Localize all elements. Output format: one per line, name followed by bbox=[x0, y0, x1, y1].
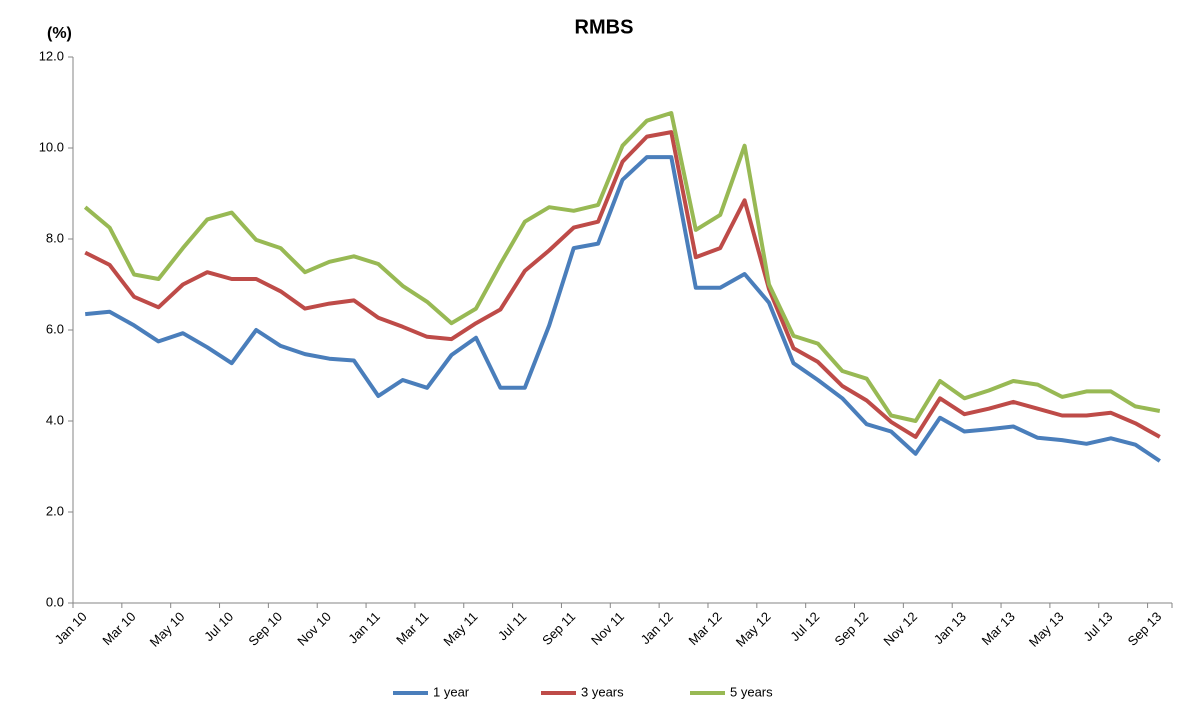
series-line bbox=[85, 155, 1161, 463]
x-tick-label: Sep 11 bbox=[539, 609, 578, 648]
x-tick-label: Jul 12 bbox=[787, 609, 822, 644]
x-tick-label: Jul 11 bbox=[495, 609, 529, 643]
x-tick-label: Nov 11 bbox=[588, 609, 627, 648]
x-tick-label: Nov 12 bbox=[880, 609, 920, 649]
x-tick-label: Sep 12 bbox=[832, 609, 872, 649]
y-axis-label: (%) bbox=[47, 25, 72, 42]
y-tick-label: 8.0 bbox=[46, 230, 64, 245]
legend-label: 5 years bbox=[730, 684, 773, 699]
series-line bbox=[84, 130, 1161, 439]
chart-title: RMBS bbox=[575, 16, 634, 38]
x-tick-label: May 10 bbox=[147, 609, 188, 650]
x-tick-label: Mar 12 bbox=[686, 609, 725, 648]
x-tick-label: Sep 10 bbox=[245, 609, 285, 649]
y-tick-label: 6.0 bbox=[46, 321, 64, 336]
y-tick-label: 0.0 bbox=[46, 594, 64, 609]
x-tick-label: Jul 10 bbox=[201, 609, 236, 644]
x-tick-label: May 12 bbox=[733, 609, 774, 650]
y-tick-label: 4.0 bbox=[46, 412, 64, 427]
x-tick-label: Jan 10 bbox=[52, 609, 90, 647]
series-line bbox=[83, 111, 1161, 423]
y-tick-label: 10.0 bbox=[39, 139, 64, 154]
y-tick-label: 12.0 bbox=[39, 48, 64, 63]
x-tick-label: Jan 12 bbox=[638, 609, 676, 647]
x-tick-label: Jan 11 bbox=[345, 609, 383, 647]
x-tick-label: Mar 10 bbox=[99, 609, 138, 648]
x-tick-label: May 13 bbox=[1026, 609, 1067, 650]
legend-label: 1 year bbox=[433, 684, 470, 699]
x-tick-label: Jul 13 bbox=[1080, 609, 1115, 644]
legend-label: 3 years bbox=[581, 684, 624, 699]
x-tick-label: Sep 13 bbox=[1125, 609, 1165, 649]
x-tick-label: Nov 10 bbox=[294, 609, 334, 649]
x-tick-label: Mar 13 bbox=[979, 609, 1018, 648]
x-tick-label: May 11 bbox=[440, 609, 480, 649]
x-tick-label: Jan 13 bbox=[931, 609, 969, 647]
y-tick-label: 2.0 bbox=[46, 503, 64, 518]
x-tick-label: Mar 11 bbox=[393, 609, 432, 648]
